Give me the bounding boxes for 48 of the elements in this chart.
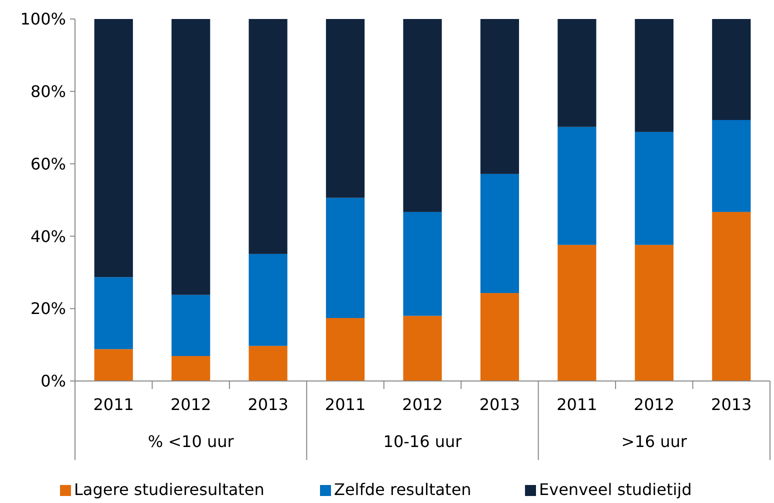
x-tick-label: 2012 bbox=[170, 395, 212, 414]
x-tick-label: 2013 bbox=[248, 395, 288, 414]
bar bbox=[403, 316, 442, 381]
x-tick-label: 2011 bbox=[324, 395, 366, 414]
x-tick-label: 2013 bbox=[711, 395, 752, 414]
bar bbox=[248, 346, 288, 381]
legend-label: Lagere studieresultaten bbox=[74, 480, 264, 499]
bar bbox=[172, 294, 210, 356]
y-tick-label: 0% bbox=[40, 372, 66, 391]
legend-label: Zelfde resultaten bbox=[334, 480, 472, 499]
bar bbox=[558, 19, 596, 127]
bar bbox=[94, 19, 133, 278]
bar bbox=[634, 19, 674, 132]
bar bbox=[712, 19, 751, 120]
x-tick-label: 2013 bbox=[479, 395, 520, 414]
x-tick-label: 2011 bbox=[93, 395, 134, 414]
bar bbox=[94, 277, 133, 350]
y-tick-label: 20% bbox=[30, 299, 66, 318]
bar bbox=[480, 293, 520, 381]
y-tick-label: 60% bbox=[30, 154, 66, 174]
bar bbox=[558, 126, 596, 245]
bar bbox=[403, 212, 442, 316]
bar bbox=[712, 212, 751, 381]
y-tick-label: 40% bbox=[30, 226, 66, 246]
legend-label: Evenveel studietijd bbox=[539, 480, 692, 499]
bar bbox=[634, 132, 674, 245]
bar bbox=[326, 198, 365, 318]
bar bbox=[326, 318, 365, 381]
text: % <10 uur bbox=[148, 432, 234, 451]
bar bbox=[172, 19, 210, 295]
bar bbox=[172, 356, 210, 381]
x-tick-label: 2011 bbox=[556, 395, 598, 414]
bar bbox=[480, 174, 520, 294]
bar bbox=[558, 244, 596, 381]
bar bbox=[712, 120, 751, 212]
bar bbox=[326, 19, 365, 198]
y-tick-label: 80% bbox=[30, 82, 66, 101]
x-tick-label: 2012 bbox=[634, 395, 675, 414]
text: >16 uur bbox=[621, 432, 688, 451]
bar bbox=[248, 254, 288, 346]
text: 10-16 uur bbox=[383, 432, 462, 451]
bar bbox=[634, 244, 674, 381]
bar bbox=[480, 19, 520, 174]
bar bbox=[248, 19, 288, 254]
y-tick-label: 100% bbox=[20, 10, 66, 29]
bar bbox=[94, 349, 133, 381]
x-tick-label: 2012 bbox=[402, 395, 443, 414]
bar bbox=[403, 19, 442, 212]
